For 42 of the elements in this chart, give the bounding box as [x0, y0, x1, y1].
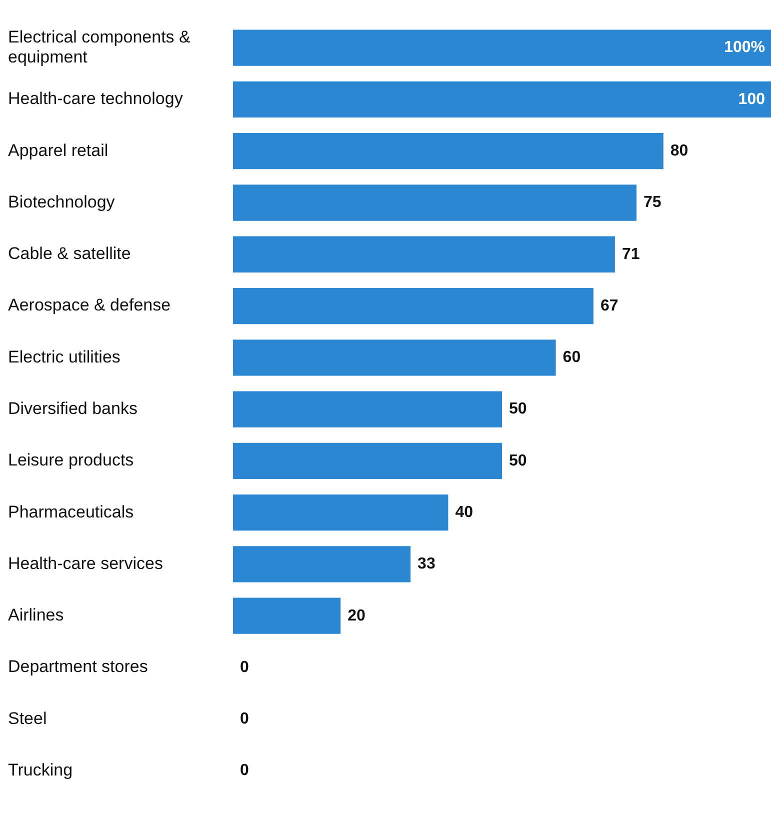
y-tick-label: Electric utilities [8, 347, 120, 366]
y-tick-label: Diversified banks [8, 398, 138, 418]
y-tick-label: Cable & satellite [8, 244, 131, 264]
data-label: 100% [724, 39, 765, 56]
data-label: 50 [509, 400, 527, 418]
y-tick-label: Department stores [8, 657, 148, 676]
data-label: 20 [348, 607, 366, 624]
data-label: 0 [240, 658, 249, 676]
y-tick-label: Pharmaceuticals [8, 502, 134, 522]
data-label: 50 [509, 452, 527, 470]
data-label: 100 [738, 90, 766, 108]
bar [233, 340, 556, 376]
bar [233, 236, 615, 272]
data-label: 67 [600, 297, 618, 314]
y-tick-label: Electrical components & equipment [8, 27, 192, 67]
data-label: 80 [670, 142, 688, 160]
data-label: 60 [562, 349, 581, 366]
bar [233, 81, 771, 118]
y-tick-label: Apparel retail [8, 140, 108, 160]
y-tick-label: Steel [8, 708, 47, 728]
bar [233, 30, 771, 66]
data-label: 40 [455, 504, 474, 521]
bar [233, 494, 448, 531]
data-label: 0 [240, 710, 249, 728]
bar [233, 391, 502, 428]
y-tick-label: Biotechnology [8, 192, 116, 212]
y-tick-label: Leisure products [8, 450, 134, 470]
data-label: 0 [240, 762, 249, 780]
y-tick-label: Health-care technology [8, 89, 184, 108]
data-label: 33 [418, 556, 436, 573]
y-tick-label: Airlines [8, 606, 64, 625]
bar [233, 546, 411, 582]
y-tick-label: Trucking [8, 760, 73, 780]
data-label: 71 [622, 246, 640, 263]
bar [233, 133, 664, 170]
y-tick-label: Aerospace & defense [8, 296, 171, 315]
bar [233, 184, 636, 221]
bar [233, 288, 594, 324]
data-label: 75 [644, 194, 662, 212]
bar [233, 442, 502, 480]
bar [233, 598, 341, 634]
y-tick-label: Health-care services [8, 554, 163, 573]
